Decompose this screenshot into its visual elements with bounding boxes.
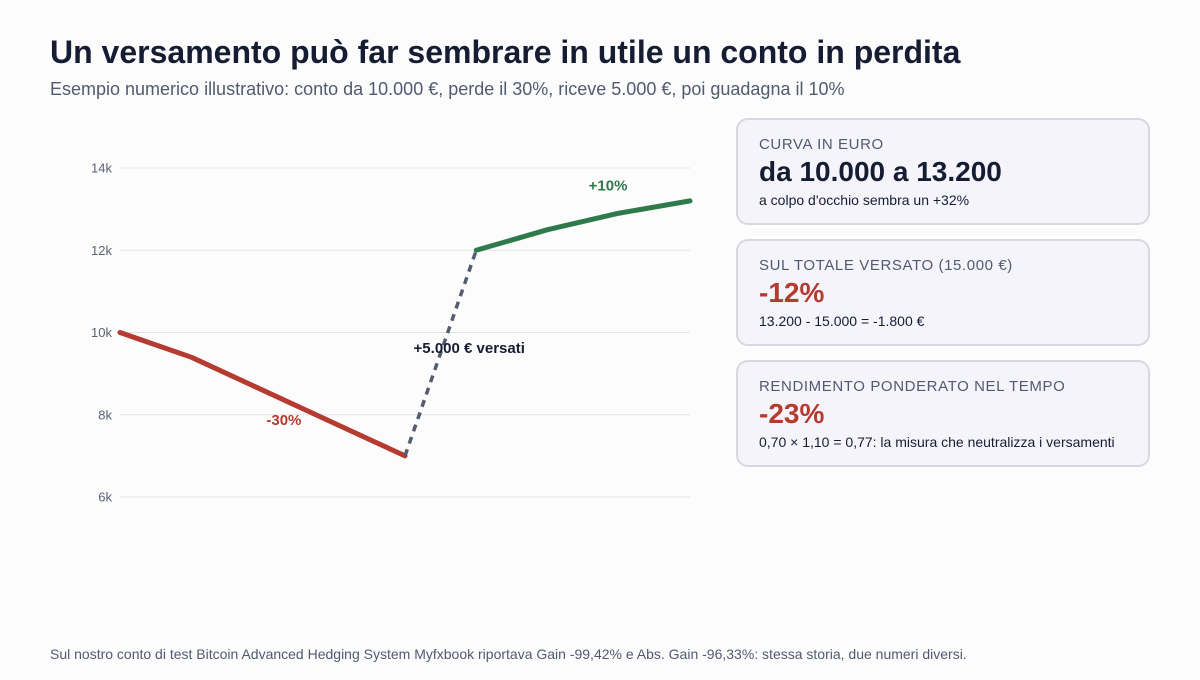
page-subtitle: Esempio numerico illustrativo: conto da … [50, 79, 845, 99]
y-tick-label: 6k [98, 490, 112, 505]
card-kicker: CURVA IN EURO [759, 136, 884, 153]
card-kicker: RENDIMENTO PONDERATO NEL TEMPO [759, 378, 1066, 395]
page-title: Un versamento può far sembrare in utile … [50, 34, 961, 70]
series-line-3 [473, 198, 693, 253]
chart-grid [120, 167, 690, 498]
chart-annotation: +10% [589, 178, 628, 195]
chart-annotation: +5.000 € versati [414, 340, 525, 357]
summary-cards: CURVA IN EURO da 10.000 a 13.200 a colpo… [736, 118, 1150, 481]
card-value: da 10.000 a 13.200 [759, 156, 1002, 187]
card-value: -12% [759, 277, 825, 308]
y-tick-label: 8k [98, 407, 112, 422]
card-note: 0,70 × 1,10 = 0,77: la misura che neutra… [759, 434, 1115, 450]
chart-annotation: -30% [266, 412, 301, 429]
y-tick-label: 10k [91, 325, 112, 340]
card-time-weighted-return: RENDIMENTO PONDERATO NEL TEMPO -23% 0,70… [736, 360, 1150, 467]
series-line-2 [403, 249, 478, 457]
line-chart: 6k 8k 10k 12k 14k -30% +5.000 € versati +10% [91, 161, 693, 505]
card-euro-curve: CURVA IN EURO da 10.000 a 13.200 a colpo… [736, 118, 1150, 225]
series-line-1 [117, 330, 408, 459]
chart-annotations: -30% +5.000 € versati +10% [266, 178, 627, 429]
card-note: a colpo d'occhio sembra un +32% [759, 192, 970, 208]
y-tick-label: 14k [91, 161, 112, 176]
footer-note: Sul nostro conto di test Bitcoin Advance… [50, 646, 967, 662]
card-kicker: SUL TOTALE VERSATO (15.000 €) [759, 257, 1013, 274]
y-tick-label: 12k [91, 243, 112, 258]
card-value: -23% [759, 398, 825, 429]
chart-series [117, 198, 693, 459]
card-note: 13.200 - 15.000 = -1.800 € [759, 313, 925, 329]
card-total-deposited: SUL TOTALE VERSATO (15.000 €) -12% 13.20… [736, 239, 1150, 346]
y-axis: 6k 8k 10k 12k 14k [91, 161, 112, 505]
